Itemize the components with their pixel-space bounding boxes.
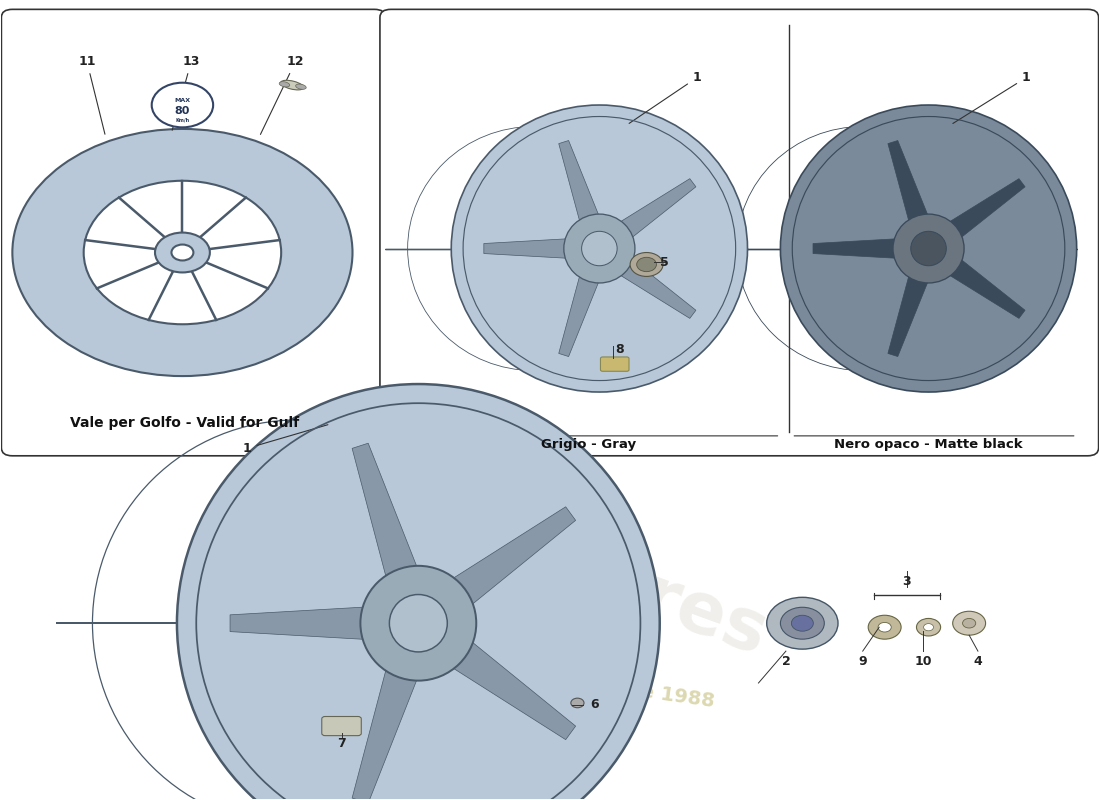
Ellipse shape bbox=[868, 615, 901, 639]
Text: 1: 1 bbox=[243, 425, 328, 455]
Polygon shape bbox=[944, 255, 1025, 318]
Ellipse shape bbox=[177, 384, 660, 800]
Ellipse shape bbox=[916, 618, 940, 636]
Ellipse shape bbox=[911, 231, 946, 266]
Polygon shape bbox=[615, 178, 696, 242]
Polygon shape bbox=[352, 443, 421, 587]
Polygon shape bbox=[944, 178, 1025, 242]
Polygon shape bbox=[484, 238, 573, 258]
Polygon shape bbox=[888, 270, 931, 357]
Ellipse shape bbox=[924, 624, 934, 630]
Circle shape bbox=[12, 129, 352, 376]
Ellipse shape bbox=[280, 80, 304, 90]
Polygon shape bbox=[559, 270, 601, 357]
Circle shape bbox=[155, 233, 210, 273]
Text: 1: 1 bbox=[953, 71, 1031, 123]
Text: 13: 13 bbox=[173, 55, 200, 130]
Polygon shape bbox=[813, 238, 902, 258]
Ellipse shape bbox=[296, 84, 306, 90]
Text: Km/h: Km/h bbox=[175, 118, 189, 122]
Ellipse shape bbox=[637, 258, 657, 272]
Text: 1: 1 bbox=[629, 71, 702, 123]
Text: 80: 80 bbox=[175, 106, 190, 117]
Polygon shape bbox=[443, 635, 575, 740]
Text: Grigio - Gray: Grigio - Gray bbox=[541, 438, 636, 451]
Text: 11: 11 bbox=[78, 55, 104, 134]
Ellipse shape bbox=[361, 566, 476, 681]
Text: 3: 3 bbox=[902, 575, 911, 588]
Text: a passion for parts since 1988: a passion for parts since 1988 bbox=[385, 646, 715, 711]
FancyBboxPatch shape bbox=[1, 10, 385, 456]
Polygon shape bbox=[352, 659, 421, 800]
Ellipse shape bbox=[878, 622, 891, 632]
Ellipse shape bbox=[451, 105, 748, 392]
Text: 5: 5 bbox=[660, 255, 669, 269]
Ellipse shape bbox=[571, 698, 584, 708]
Text: Vale per Golfo - Valid for Gulf: Vale per Golfo - Valid for Gulf bbox=[70, 416, 299, 430]
Circle shape bbox=[172, 245, 194, 261]
Ellipse shape bbox=[389, 594, 448, 652]
Ellipse shape bbox=[582, 231, 617, 266]
Ellipse shape bbox=[953, 611, 986, 635]
Ellipse shape bbox=[564, 214, 635, 283]
Text: 2: 2 bbox=[781, 655, 790, 668]
Polygon shape bbox=[615, 255, 696, 318]
Circle shape bbox=[152, 82, 213, 127]
Polygon shape bbox=[559, 141, 601, 227]
Text: Nero opaco - Matte black: Nero opaco - Matte black bbox=[834, 438, 1023, 451]
Ellipse shape bbox=[780, 607, 824, 639]
Ellipse shape bbox=[780, 105, 1077, 392]
Text: eurospares: eurospares bbox=[323, 449, 777, 670]
Text: 4: 4 bbox=[974, 655, 982, 668]
FancyBboxPatch shape bbox=[379, 10, 1099, 456]
Text: 10: 10 bbox=[914, 655, 932, 668]
Ellipse shape bbox=[791, 615, 813, 631]
Ellipse shape bbox=[962, 618, 976, 628]
Text: 6: 6 bbox=[591, 698, 600, 711]
Text: 9: 9 bbox=[858, 655, 867, 668]
Ellipse shape bbox=[767, 598, 838, 649]
FancyBboxPatch shape bbox=[601, 357, 629, 371]
FancyBboxPatch shape bbox=[322, 717, 361, 736]
Ellipse shape bbox=[279, 82, 289, 87]
Text: 8: 8 bbox=[615, 343, 624, 356]
Circle shape bbox=[84, 181, 282, 324]
Polygon shape bbox=[443, 506, 575, 611]
Text: 7: 7 bbox=[338, 738, 345, 750]
Text: MAX: MAX bbox=[175, 98, 190, 102]
Ellipse shape bbox=[630, 253, 663, 277]
Text: 12: 12 bbox=[261, 55, 305, 134]
Ellipse shape bbox=[893, 214, 964, 283]
Polygon shape bbox=[888, 141, 931, 227]
Polygon shape bbox=[230, 606, 375, 640]
